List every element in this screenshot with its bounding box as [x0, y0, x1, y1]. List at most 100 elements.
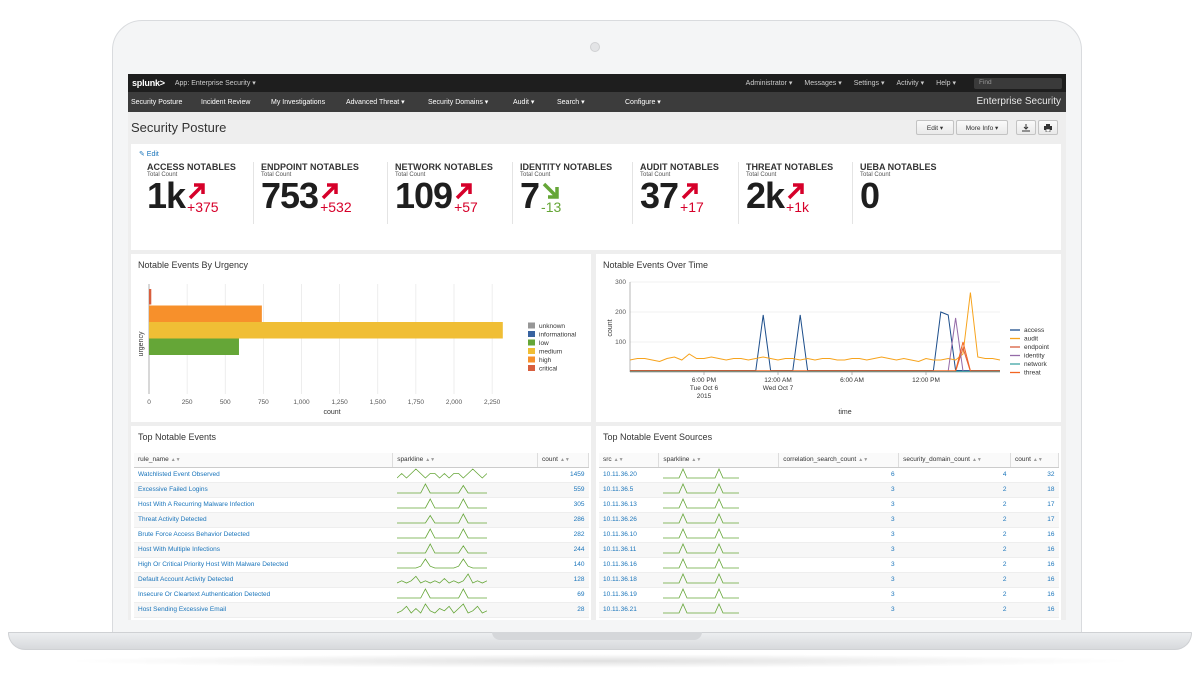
source-count-link[interactable]: 16 — [1010, 602, 1059, 618]
col-source-count[interactable]: count ▲▼ — [1010, 453, 1059, 468]
src-link[interactable]: 10.11.36.16 — [599, 557, 659, 573]
domain-count-link[interactable]: 2 — [898, 512, 1011, 528]
correlation-count-link[interactable]: 3 — [778, 572, 899, 588]
count-link[interactable]: 140 — [537, 557, 589, 573]
col-src[interactable]: src ▲▼ — [599, 453, 660, 468]
table-row[interactable]: 10.11.36.18 3 2 16 — [599, 572, 1059, 588]
source-count-link[interactable]: 16 — [1010, 527, 1059, 543]
legend-label[interactable]: identity — [1024, 353, 1045, 360]
domain-count-link[interactable]: 2 — [898, 482, 1011, 498]
table-row[interactable]: Host With Multiple Infections 244 — [134, 542, 589, 558]
kpi-tile[interactable]: THREAT NOTABLES Total Count 2k +1k — [746, 162, 833, 214]
kpi-edit-link[interactable]: ✎ Edit — [139, 151, 159, 158]
source-count-link[interactable]: 16 — [1010, 587, 1059, 603]
domain-count-link[interactable]: 2 — [898, 572, 1011, 588]
table-row[interactable]: Default Account Activity Detected 128 — [134, 572, 589, 588]
find-input[interactable]: Find — [974, 77, 1062, 89]
legend-label[interactable]: audit — [1024, 336, 1038, 343]
legend-label[interactable]: access — [1024, 327, 1045, 334]
source-count-link[interactable]: 32 — [1010, 467, 1059, 483]
table-row[interactable]: Insecure Or Cleartext Authentication Det… — [134, 587, 589, 603]
source-count-link[interactable]: 16 — [1010, 572, 1059, 588]
count-link[interactable]: 69 — [537, 587, 589, 603]
src-link[interactable]: 10.11.36.13 — [599, 497, 659, 513]
menu-messages[interactable]: Messages ▾ — [804, 80, 842, 87]
print-icon[interactable] — [1038, 120, 1058, 135]
src-link[interactable]: 10.11.36.11 — [599, 542, 659, 558]
rule-name-link[interactable]: Brute Force Access Behavior Detected — [134, 527, 393, 543]
app-menu[interactable]: App: Enterprise Security ▾ — [174, 80, 256, 87]
table-row[interactable]: Threat Activity Detected 286 — [134, 512, 589, 528]
bar-medium[interactable] — [149, 322, 503, 339]
menu-help[interactable]: Help ▾ — [936, 80, 956, 87]
series-line-access[interactable] — [630, 311, 1000, 371]
bar-high[interactable] — [149, 305, 262, 323]
src-link[interactable]: 10.11.36.26 — [599, 512, 659, 528]
edit-button[interactable]: Edit ▾ — [916, 120, 954, 135]
more-info-button[interactable]: More Info ▾ — [956, 120, 1008, 135]
menu-settings[interactable]: Settings ▾ — [853, 80, 885, 87]
count-link[interactable]: 286 — [537, 512, 589, 528]
menu-activity[interactable]: Activity ▾ — [896, 80, 925, 87]
source-count-link[interactable]: 16 — [1010, 557, 1059, 573]
src-link[interactable]: 10.11.36.20 — [599, 467, 659, 483]
table-row[interactable]: 10.11.36.19 3 2 16 — [599, 587, 1059, 603]
nav-incident-review[interactable]: Incident Review — [201, 98, 251, 106]
nav-my-investigations[interactable]: My Investigations — [271, 98, 326, 106]
rule-name-link[interactable]: Threat Activity Detected — [134, 512, 393, 528]
src-link[interactable]: 10.11.36.21 — [599, 602, 659, 618]
rule-name-link[interactable]: Host With Multiple Infections — [134, 542, 393, 558]
legend-label[interactable]: informational — [539, 332, 577, 339]
download-icon[interactable] — [1016, 120, 1036, 135]
src-link[interactable]: 10.11.36.10 — [599, 527, 659, 543]
table-row[interactable]: 10.11.36.20 6 4 32 — [599, 467, 1059, 483]
legend-label[interactable]: low — [539, 340, 549, 347]
nav-advanced-threat[interactable]: Advanced Threat ▾ — [346, 99, 405, 106]
count-link[interactable]: 305 — [537, 497, 589, 513]
col-source-sparkline[interactable]: sparkline ▲▼ — [658, 453, 780, 468]
domain-count-link[interactable]: 2 — [898, 587, 1011, 603]
correlation-count-link[interactable]: 3 — [778, 542, 899, 558]
rule-name-link[interactable]: Insecure Or Cleartext Authentication Det… — [134, 587, 393, 603]
domain-count-link[interactable]: 2 — [898, 527, 1011, 543]
nav-audit[interactable]: Audit ▾ — [513, 99, 535, 106]
kpi-tile[interactable]: UEBA NOTABLES Total Count 0 — [860, 162, 937, 214]
table-row[interactable]: Host With A Recurring Malware Infection 3… — [134, 497, 589, 513]
table-row[interactable]: 10.11.36.16 3 2 16 — [599, 557, 1059, 573]
count-link[interactable]: 1459 — [537, 467, 589, 483]
rule-name-link[interactable]: Excessive Failed Logins — [134, 482, 393, 498]
table-row[interactable]: 10.11.36.11 3 2 16 — [599, 542, 1059, 558]
domain-count-link[interactable]: 2 — [898, 602, 1011, 618]
table-row[interactable]: 10.11.36.13 3 2 17 — [599, 497, 1059, 513]
table-row[interactable]: 10.11.36.26 3 2 17 — [599, 512, 1059, 528]
table-row[interactable]: Watchlisted Event Observed 1459 — [134, 467, 589, 483]
kpi-tile[interactable]: AUDIT NOTABLES Total Count 37 +17 — [640, 162, 719, 214]
count-link[interactable]: 282 — [537, 527, 589, 543]
splunk-logo[interactable]: splunk> — [132, 78, 165, 88]
correlation-count-link[interactable]: 3 — [778, 587, 899, 603]
kpi-tile[interactable]: ACCESS NOTABLES Total Count 1k +375 — [147, 162, 236, 214]
rule-name-link[interactable]: Host Sending Excessive Email — [134, 602, 393, 618]
table-row[interactable]: 10.11.36.10 3 2 16 — [599, 527, 1059, 543]
correlation-count-link[interactable]: 3 — [778, 482, 899, 498]
src-link[interactable]: 10.11.36.18 — [599, 572, 659, 588]
nav-configure[interactable]: Configure ▾ — [625, 99, 661, 106]
menu-administrator[interactable]: Administrator ▾ — [745, 80, 793, 87]
table-row[interactable]: 10.11.36.21 3 2 16 — [599, 602, 1059, 618]
col-security-domain-count[interactable]: security_domain_count ▲▼ — [898, 453, 1012, 468]
source-count-link[interactable]: 17 — [1010, 497, 1059, 513]
legend-label[interactable]: threat — [1024, 370, 1041, 377]
rule-name-link[interactable]: High Or Critical Priority Host With Malw… — [134, 557, 393, 573]
table-row[interactable]: 10.11.36.5 3 2 18 — [599, 482, 1059, 498]
bar-low[interactable] — [149, 338, 239, 356]
col-rule-name[interactable]: rule_name ▲▼ — [134, 453, 394, 468]
count-link[interactable]: 244 — [537, 542, 589, 558]
legend-label[interactable]: high — [539, 357, 552, 364]
table-row[interactable]: Brute Force Access Behavior Detected 282 — [134, 527, 589, 543]
count-link[interactable]: 128 — [537, 572, 589, 588]
table-row[interactable]: Excessive Failed Logins 559 — [134, 482, 589, 498]
source-count-link[interactable]: 16 — [1010, 542, 1059, 558]
bar-critical[interactable] — [149, 289, 152, 305]
kpi-tile[interactable]: ENDPOINT NOTABLES Total Count 753 +532 — [261, 162, 359, 214]
correlation-count-link[interactable]: 3 — [778, 527, 899, 543]
